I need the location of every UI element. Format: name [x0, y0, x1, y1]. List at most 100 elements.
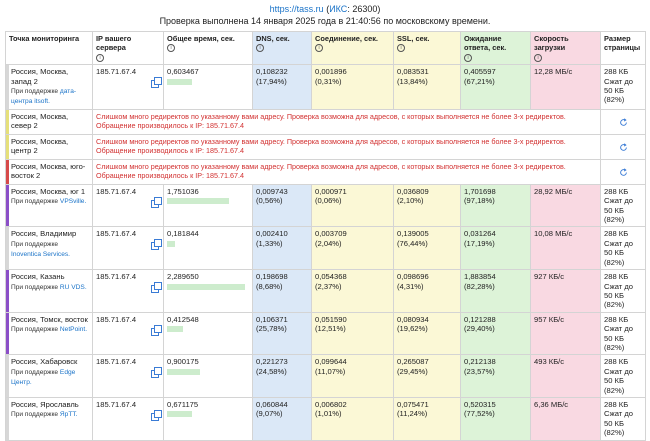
wait-cell: 1,701698 (97,18%) [460, 183, 531, 228]
total-time-bar [167, 240, 176, 247]
provider-text: При поддержке Inoventica Services. [11, 240, 71, 259]
provider-link[interactable]: ЯрТТ. [59, 411, 78, 419]
total-cell: 2,289650 [163, 269, 253, 313]
size-cell: 288 КБ Сжат до 50 КБ (82%) [600, 311, 646, 356]
copy-icon[interactable] [151, 367, 162, 379]
location-name: Россия, Москва, юг 1 [11, 186, 86, 196]
info-icon[interactable]: i [534, 53, 542, 62]
col-header-wait: Ожидание ответа, сек. i [460, 30, 531, 66]
size-cell: 288 КБ Сжат до 50 КБ (82%) [600, 226, 646, 271]
wait-cell: 0,520315 (77,52%) [460, 396, 531, 441]
total-time-bar [167, 326, 184, 333]
location-name: Россия, Москва, центр 2 [11, 136, 69, 156]
total-cell: 0,671175 [163, 396, 253, 441]
provider-link[interactable]: RU VDS. [59, 283, 87, 291]
iks-prefix: ( [323, 4, 330, 14]
info-icon[interactable]: i [464, 53, 472, 62]
status-bar [6, 397, 9, 440]
size-cell: 288 КБ Сжат до 50 КБ (82%) [600, 269, 646, 313]
total-value: 1,751036 [167, 186, 199, 196]
speed-cell: 12,28 МБ/с [530, 64, 601, 110]
refresh-icon[interactable] [619, 118, 628, 127]
provider-text: При поддержке ЯрТТ. [11, 411, 78, 419]
ip-cell: 185.71.67.4 [92, 269, 164, 313]
refresh-cell [600, 158, 646, 185]
dns-cell: 0,060844 (9,07%) [252, 396, 312, 441]
location-cell: Россия, Ярославль При поддержке ЯрТТ. [5, 396, 93, 441]
total-cell: 1,751036 [163, 183, 253, 228]
copy-icon[interactable] [151, 196, 162, 208]
location-cell: Россия, Москва, центр 2 [5, 133, 93, 160]
copy-icon[interactable] [151, 324, 162, 336]
info-icon[interactable]: i [96, 53, 104, 62]
ssl-cell: 0,036809 (2,10%) [393, 183, 461, 228]
refresh-cell [600, 108, 646, 135]
copy-icon[interactable] [151, 282, 162, 294]
speed-cell: 927 КБ/с [530, 269, 601, 313]
ip-cell: 185.71.67.4 [92, 311, 164, 356]
total-time-bar [167, 78, 192, 85]
total-value: 0,603467 [167, 67, 199, 77]
error-message: Слишком много редиректов по указанному в… [92, 108, 601, 135]
location-name: Россия, Москва, север 2 [11, 111, 69, 131]
error-message: Слишком много редиректов по указанному в… [92, 133, 601, 160]
refresh-icon[interactable] [619, 168, 628, 177]
ip-cell: 185.71.67.4 [92, 226, 164, 271]
col-header-ip: IP вашего сервера i [92, 30, 164, 66]
ip-value: 185.71.67.4 [96, 399, 137, 409]
copy-icon[interactable] [151, 77, 162, 89]
dns-cell: 0,002410 (1,33%) [252, 226, 312, 271]
location-name: Россия, Владимир [11, 229, 77, 239]
info-icon[interactable]: i [315, 44, 323, 53]
location-cell: Россия, Хабаровск При поддержке Edge Цент… [5, 354, 93, 398]
provider-link[interactable]: NetPoint. [59, 326, 88, 334]
connection-cell: 0,099644 (11,07%) [311, 354, 394, 398]
total-cell: 0,412548 [163, 311, 253, 356]
status-bar [6, 184, 9, 227]
location-cell: Россия, Москва, север 2 [5, 108, 93, 135]
copy-icon[interactable] [151, 409, 162, 421]
site-link[interactable]: https://tass.ru [269, 4, 324, 14]
location-cell: Россия, Москва, запад 2 При поддержке дат… [5, 64, 93, 110]
iks-link[interactable]: ИКС [329, 4, 348, 14]
info-icon[interactable]: i [397, 44, 405, 53]
status-bar [6, 109, 9, 134]
refresh-icon[interactable] [619, 143, 628, 152]
status-bar [6, 227, 9, 270]
size-cell: 288 КБ Сжат до 50 КБ (82%) [600, 64, 646, 110]
table-row: Россия, Владимир При поддержке Inoventica… [5, 226, 646, 271]
location-name: Россия, Хабаровск [11, 357, 78, 367]
location-cell: Россия, Томск, восток При поддержке NetPo… [5, 311, 93, 356]
provider-link[interactable]: VPSville. [59, 198, 87, 206]
provider-link[interactable]: Edge Центр. [11, 368, 76, 387]
ssl-cell: 0,075471 (11,24%) [393, 396, 461, 441]
table-row-error: Россия, Москва, центр 2 Слишком много ред… [5, 133, 646, 160]
provider-text: При поддержке NetPoint. [11, 326, 88, 334]
dns-cell: 0,106371 (25,78%) [252, 311, 312, 356]
info-icon[interactable]: i [167, 44, 175, 53]
col-header-total: Общее время, сек. i [163, 30, 253, 66]
provider-text: При поддержке RU VDS. [11, 283, 87, 291]
location-name: Россия, Москва, юго-восток 2 [11, 161, 86, 181]
provider-link[interactable]: Inoventica Services. [11, 251, 71, 259]
location-cell: Россия, Казань При поддержке RU VDS. [5, 269, 93, 313]
copy-icon[interactable] [151, 239, 162, 251]
status-bar [6, 65, 9, 109]
ip-cell: 185.71.67.4 [92, 354, 164, 398]
col-header-ssl: SSL, сек. i [393, 30, 461, 66]
speed-cell: 28,92 МБ/с [530, 183, 601, 228]
dns-cell: 0,221273 (24,58%) [252, 354, 312, 398]
size-cell: 288 КБ Сжат до 50 КБ (82%) [600, 183, 646, 228]
location-cell: Россия, Владимир При поддержке Inoventica… [5, 226, 93, 271]
col-header-speed: Скорость загрузки i [530, 30, 601, 66]
info-icon[interactable]: i [256, 44, 264, 53]
ip-value: 185.71.67.4 [96, 357, 137, 367]
ip-value: 185.71.67.4 [96, 229, 137, 239]
provider-link[interactable]: дата-центра itsoft. [11, 88, 77, 106]
wait-cell: 0,212138 (23,57%) [460, 354, 531, 398]
wait-cell: 1,883854 (82,28%) [460, 269, 531, 313]
ip-value: 185.71.67.4 [96, 186, 137, 196]
table-row: Россия, Ярославль При поддержке ЯрТТ. 185.… [5, 396, 646, 441]
table-row: Россия, Москва, юг 1 При поддержке VPSvil… [5, 183, 646, 228]
table-header-row: Точка мониторинга IP вашего сервера i Общ… [5, 30, 646, 66]
